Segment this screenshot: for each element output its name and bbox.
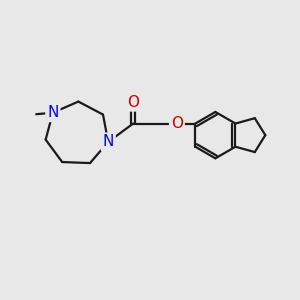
- Text: N: N: [47, 105, 58, 120]
- Text: O: O: [171, 116, 183, 131]
- Text: N: N: [103, 134, 114, 149]
- Text: O: O: [127, 94, 139, 110]
